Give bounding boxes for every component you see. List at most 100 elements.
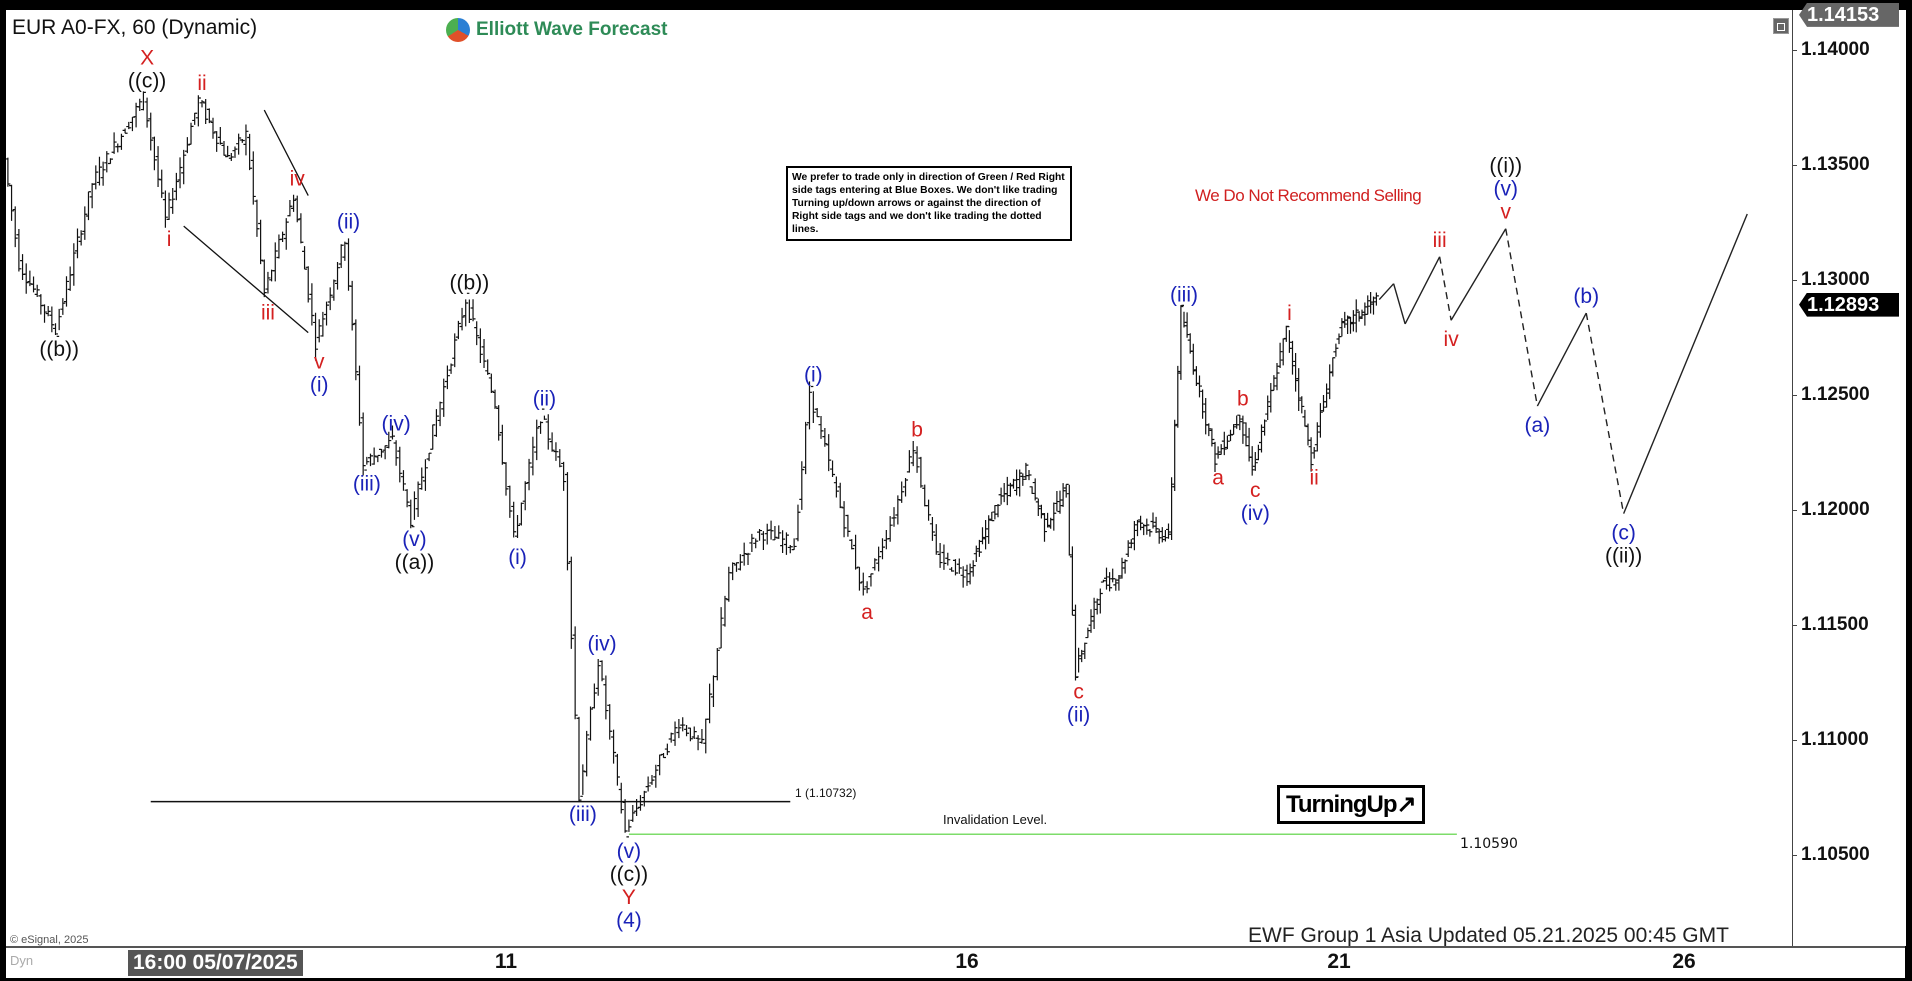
ohlc-bar — [503, 462, 509, 496]
x-tick-label: 11 — [494, 950, 518, 973]
wave-label: ((ii)) — [1605, 545, 1642, 568]
ohlc-bar — [914, 446, 920, 473]
ohlc-bar — [1156, 528, 1162, 544]
wave-label: Y — [622, 886, 636, 909]
ohlc-bar — [1356, 311, 1362, 322]
ohlc-bar — [331, 279, 337, 301]
ohlc-bar — [722, 595, 728, 627]
ohlc-bar — [672, 721, 678, 746]
ohlc-bar — [1138, 515, 1144, 531]
ohlc-bar — [992, 504, 998, 520]
ohlc-bar — [603, 675, 609, 720]
ohlc-bar — [1094, 598, 1100, 615]
ohlc-bar — [393, 440, 399, 466]
ohlc-bar — [316, 319, 322, 343]
ohlc-bar — [1150, 512, 1156, 529]
ohlc-bar — [868, 573, 874, 587]
ohlc-bar — [433, 409, 439, 437]
wave-label: ((b)) — [450, 272, 490, 295]
ohlc-bar — [327, 287, 333, 311]
ohlc-bar — [607, 704, 613, 740]
y-tick-label: 1.13000 — [1792, 268, 1870, 290]
ohlc-bar — [1249, 446, 1255, 476]
ohlc-bar — [118, 133, 124, 150]
ohlc-bar — [335, 261, 341, 290]
dyn-label: Dyn — [10, 953, 34, 968]
ohlc-bar — [170, 188, 176, 214]
ohlc-bar — [1268, 383, 1274, 413]
ohlc-bar — [588, 706, 594, 741]
ohlc-bar — [726, 566, 732, 602]
current-price-tag: 1.12893 — [1799, 292, 1899, 317]
ohlc-bar — [515, 514, 521, 539]
ohlc-bar — [126, 121, 132, 130]
ohlc-bar — [206, 108, 212, 124]
ohlc-bar — [1088, 609, 1094, 633]
ohlc-bar — [676, 718, 682, 739]
ohlc-bar — [853, 534, 859, 570]
ohlc-bar — [221, 140, 227, 156]
ohlc-bar — [1026, 470, 1032, 481]
ohlc-bar — [324, 301, 330, 326]
ohlc-bar — [1125, 540, 1131, 558]
invalidation-value: 1.10590 — [1460, 836, 1518, 852]
ohlc-bar — [749, 533, 755, 552]
y-tick-label: 1.10500 — [1792, 843, 1870, 865]
ohlc-bar — [225, 145, 231, 158]
ohlc-bar — [261, 259, 267, 298]
ohlc-bar — [1234, 415, 1240, 429]
ohlc-bar — [1215, 446, 1221, 459]
ohlc-bar — [772, 525, 778, 541]
ohlc-bar — [668, 732, 674, 743]
wave-label: (iii) — [353, 473, 381, 496]
ohlc-bar — [6, 157, 11, 187]
ohlc-bar — [980, 527, 985, 545]
ohlc-bar — [188, 122, 194, 145]
ohlc-bar — [16, 229, 22, 272]
ohlc-bar — [872, 558, 878, 571]
plot-area[interactable]: ((b)) X ((c)) i ii iii iv v (i) (ii) (iii) (iv) (v)(… — [6, 10, 1792, 947]
ohlc-bar — [309, 283, 315, 326]
wave-label: iv — [1444, 328, 1460, 351]
ohlc-bar — [703, 718, 709, 754]
ohlc-bar — [1035, 498, 1041, 516]
ohlc-bar — [305, 266, 311, 303]
ohlc-bar — [1296, 368, 1302, 412]
ohlc-bar — [463, 299, 469, 327]
ohlc-bar — [568, 556, 574, 649]
price-axis[interactable]: 1.14000 1.13500 1.13000 1.12500 1.12000 1.115… — [1792, 2, 1906, 946]
ohlc-bar — [680, 717, 686, 732]
ohlc-bar — [983, 519, 989, 550]
time-axis[interactable]: Dyn 16:00 05/07/2025 11 16 21 26 — [6, 946, 1905, 978]
wave-label: (iv) — [587, 632, 616, 655]
ohlc-bar — [1042, 513, 1047, 542]
ohlc-bar — [645, 776, 651, 792]
ohlc-bar — [353, 319, 359, 381]
ohlc-bar — [49, 306, 55, 333]
ohlc-bar — [115, 143, 121, 153]
wave-label: (ii) — [1067, 704, 1090, 727]
ohlc-bar — [760, 531, 766, 550]
ohlc-bar — [822, 428, 828, 447]
y-tick-label: 1.14000 — [1792, 39, 1870, 61]
x-tick-label: 21 — [1327, 950, 1351, 973]
ohlc-bar — [1327, 364, 1333, 400]
ohlc-bar — [956, 558, 962, 574]
ohlc-bar — [422, 459, 428, 491]
ohlc-bar — [787, 544, 793, 554]
ohlc-bar — [408, 499, 414, 529]
ohlc-bar — [1082, 642, 1088, 660]
projection-line — [1438, 256, 1452, 321]
ohlc-bar — [1066, 484, 1072, 556]
ohlc-bar — [371, 447, 377, 465]
ohlc-bar — [952, 559, 958, 576]
ohlc-bar — [60, 298, 66, 315]
ohlc-bar — [203, 98, 209, 125]
ohlc-bar — [411, 491, 417, 528]
wave-label: b — [911, 418, 923, 441]
ohlc-bar — [111, 132, 117, 154]
ohlc-bar — [557, 449, 563, 468]
restore-window-icon[interactable] — [1773, 18, 1789, 34]
ohlc-bar — [20, 254, 26, 281]
trading-note: We prefer to trade only in direction of … — [786, 166, 1072, 241]
